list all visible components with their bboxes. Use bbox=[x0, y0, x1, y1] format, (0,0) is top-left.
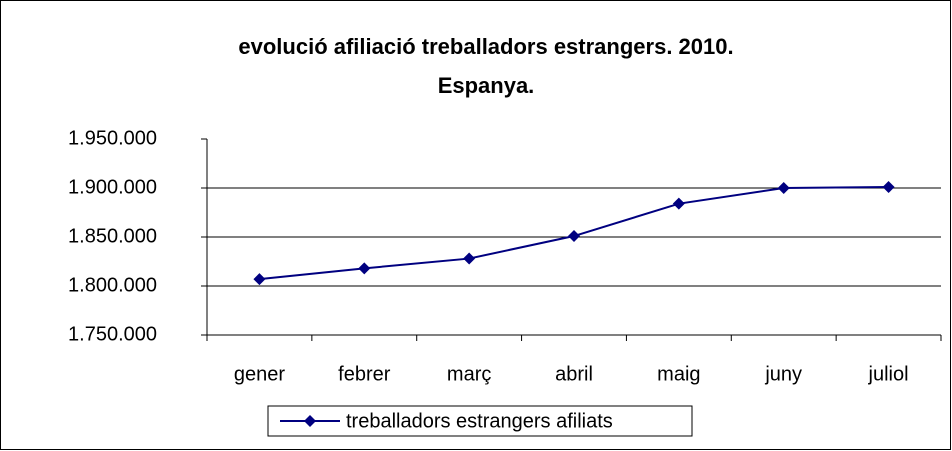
x-tick-label: juny bbox=[764, 363, 802, 385]
x-tick-label: maig bbox=[657, 363, 700, 385]
x-tick-label: febrer bbox=[338, 363, 391, 385]
legend-label: treballadors estrangers afiliats bbox=[346, 410, 613, 432]
data-point bbox=[882, 181, 895, 194]
legend-marker bbox=[304, 415, 316, 427]
y-tick-label: 1.800.000 bbox=[68, 274, 157, 296]
data-point bbox=[253, 273, 266, 286]
x-tick-label: març bbox=[447, 363, 491, 385]
x-tick-label: gener bbox=[234, 363, 285, 385]
x-tick-label: abril bbox=[555, 363, 593, 385]
y-tick-label: 1.850.000 bbox=[68, 225, 157, 247]
data-point bbox=[777, 182, 790, 194]
y-tick-label: 1.900.000 bbox=[68, 176, 157, 198]
data-point bbox=[672, 197, 685, 210]
chart-subtitle: Espanya. bbox=[438, 73, 535, 98]
data-point bbox=[568, 230, 580, 243]
y-tick-label: 1.950.000 bbox=[68, 127, 157, 149]
data-point bbox=[463, 252, 476, 265]
x-tick-label: juliol bbox=[868, 363, 909, 385]
data-point bbox=[358, 262, 371, 275]
y-tick-label: 1.750.000 bbox=[68, 323, 157, 345]
chart-title: evolució afiliació treballadors estrange… bbox=[238, 34, 733, 59]
